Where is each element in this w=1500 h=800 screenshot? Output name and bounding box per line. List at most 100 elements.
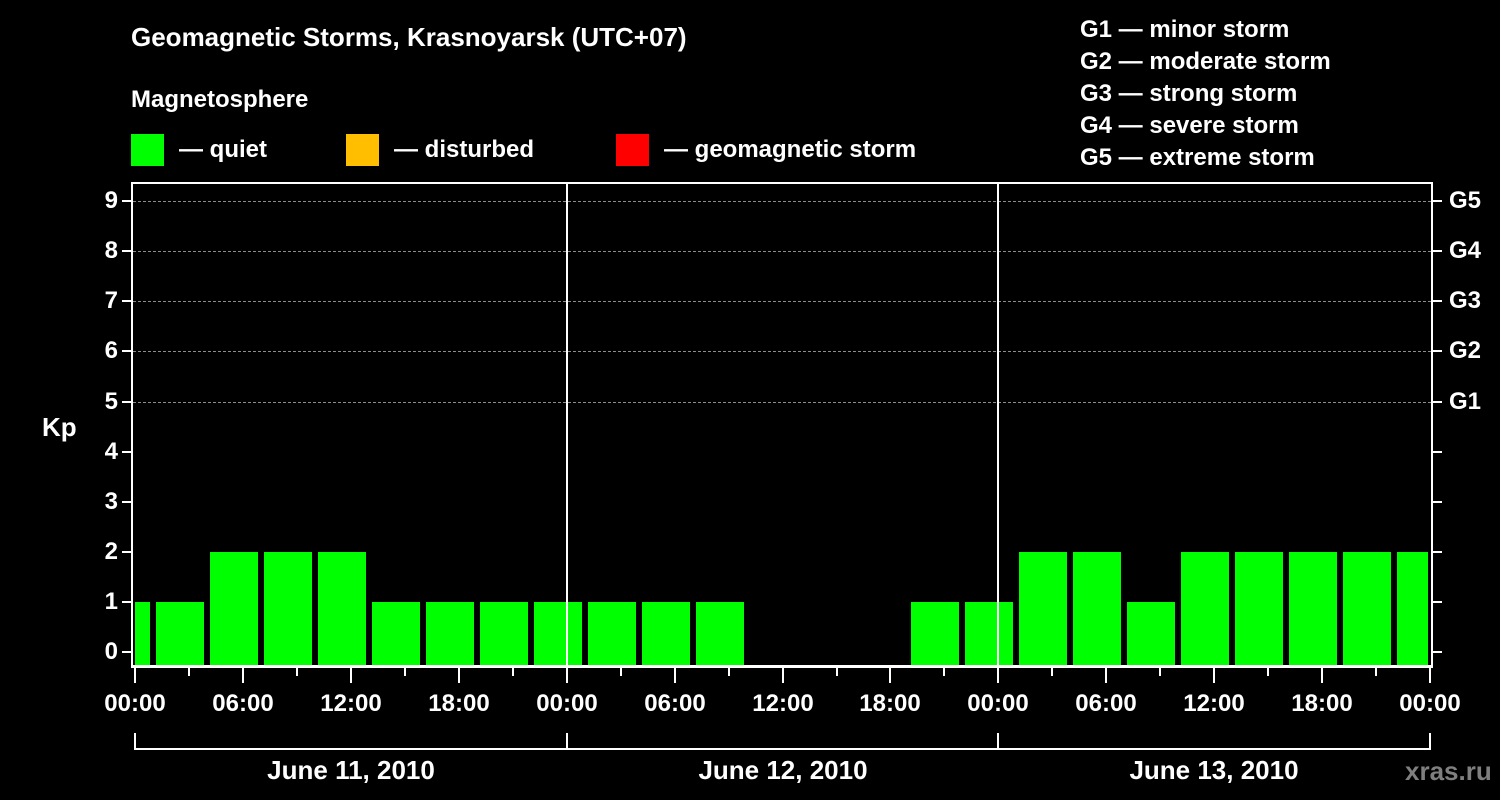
date-label: June 12, 2010 — [698, 755, 868, 785]
y-tick-label: 2 — [104, 538, 118, 565]
y-tick — [122, 451, 131, 453]
y-tick — [122, 651, 131, 653]
kp-bar — [1073, 552, 1121, 665]
g-scale-label-g2: G2 — [1449, 337, 1482, 364]
x-tick — [1159, 668, 1161, 676]
chart-title: Geomagnetic Storms, Krasnoyarsk (UTC+07) — [131, 22, 687, 52]
y-tick-label: 5 — [104, 388, 118, 415]
legend-item-disturbed: — disturbed — [346, 133, 534, 167]
y-axis-label: Kp — [42, 412, 77, 442]
x-tick-label: 18:00 — [1291, 690, 1353, 717]
x-tick — [620, 668, 622, 676]
y-tick-right — [1433, 350, 1442, 352]
y-tick-label: 0 — [104, 638, 118, 665]
gridline-kp-9 — [133, 201, 1431, 202]
kp-bar — [534, 602, 582, 665]
y-tick-label: 4 — [104, 438, 118, 465]
kp-bar — [696, 602, 744, 665]
x-tick — [1429, 668, 1431, 683]
y-tick-right — [1433, 551, 1442, 553]
kp-bar — [480, 602, 528, 665]
legend-swatch-disturbed — [346, 134, 379, 166]
kp-bar — [264, 552, 312, 665]
kp-bar — [135, 602, 150, 665]
y-tick-right — [1433, 451, 1442, 453]
y-tick-label: 3 — [104, 488, 118, 515]
x-tick — [350, 668, 352, 683]
x-tick — [1105, 668, 1107, 683]
kp-bar — [1019, 552, 1067, 665]
kp-bar — [1181, 552, 1229, 665]
date-label: June 11, 2010 — [267, 755, 435, 785]
legend-item-quiet: — quiet — [131, 133, 267, 167]
x-tick — [943, 668, 945, 676]
x-tick — [566, 668, 568, 683]
legend-title: Magnetosphere — [131, 86, 309, 113]
x-tick-label: 06:00 — [644, 690, 706, 717]
x-tick-label: 12:00 — [752, 690, 814, 717]
kp-bar — [1289, 552, 1337, 665]
storm-scale-legend: G1 — minor storm G2 — moderate storm G3 … — [1080, 14, 1331, 174]
x-tick — [242, 668, 244, 683]
kp-bar — [318, 552, 366, 665]
date-bracket-tick — [997, 733, 999, 750]
y-tick-label: 6 — [104, 337, 118, 364]
x-tick-label: 06:00 — [1075, 690, 1137, 717]
x-tick-label: 00:00 — [104, 690, 166, 717]
x-tick — [782, 668, 784, 683]
storm-scale-g2: G2 — moderate storm — [1080, 48, 1331, 75]
x-tick — [889, 668, 891, 683]
x-tick — [458, 668, 460, 683]
day-divider — [566, 182, 568, 668]
g-scale-label-g5: G5 — [1449, 187, 1482, 214]
legend-label-storm: — geomagnetic storm — [664, 136, 917, 163]
kp-bar — [426, 602, 474, 665]
x-tick-label: 12:00 — [1183, 690, 1245, 717]
x-tick — [997, 668, 999, 683]
y-tick — [122, 250, 131, 252]
legend-swatch-quiet — [131, 134, 164, 166]
kp-bar — [1127, 602, 1175, 665]
kp-bar — [210, 552, 258, 665]
x-tick — [1375, 668, 1377, 676]
y-tick-right — [1433, 501, 1442, 503]
x-tick — [512, 668, 514, 676]
kp-bar — [965, 602, 1013, 665]
x-tick — [134, 668, 136, 683]
y-tick-right — [1433, 300, 1442, 302]
y-tick-right — [1433, 250, 1442, 252]
y-tick-right — [1433, 601, 1442, 603]
gridline-kp-5 — [133, 402, 1431, 403]
x-tick-label: 18:00 — [859, 690, 921, 717]
y-tick — [122, 300, 131, 302]
x-tick-label: 06:00 — [212, 690, 274, 717]
kp-bar — [911, 602, 959, 665]
y-tick — [122, 601, 131, 603]
kp-bar — [1397, 552, 1428, 665]
watermark: xras.ru — [1405, 756, 1492, 786]
x-tick — [728, 668, 730, 676]
x-tick — [674, 668, 676, 683]
date-label: June 13, 2010 — [1129, 755, 1299, 785]
y-tick-right — [1433, 651, 1442, 653]
date-bracket-tick — [134, 733, 136, 750]
kp-bar — [588, 602, 636, 665]
g-scale-label-g1: G1 — [1449, 388, 1482, 415]
y-tick — [122, 401, 131, 403]
x-tick — [1267, 668, 1269, 676]
x-tick — [1213, 668, 1215, 683]
storm-scale-g1: G1 — minor storm — [1080, 16, 1290, 43]
legend-swatch-storm — [616, 134, 649, 166]
x-tick — [1321, 668, 1323, 683]
x-tick-label: 12:00 — [320, 690, 382, 717]
kp-bar — [1343, 552, 1391, 665]
x-tick-label: 00:00 — [1399, 690, 1461, 717]
x-tick — [296, 668, 298, 676]
legend-label-disturbed: — disturbed — [394, 136, 535, 163]
g-scale-label-g4: G4 — [1449, 237, 1482, 264]
kp-bar — [642, 602, 690, 665]
gridline-kp-7 — [133, 301, 1431, 302]
date-bracket — [135, 748, 1430, 750]
x-tick-label: 18:00 — [428, 690, 490, 717]
plot-area — [131, 182, 1433, 668]
